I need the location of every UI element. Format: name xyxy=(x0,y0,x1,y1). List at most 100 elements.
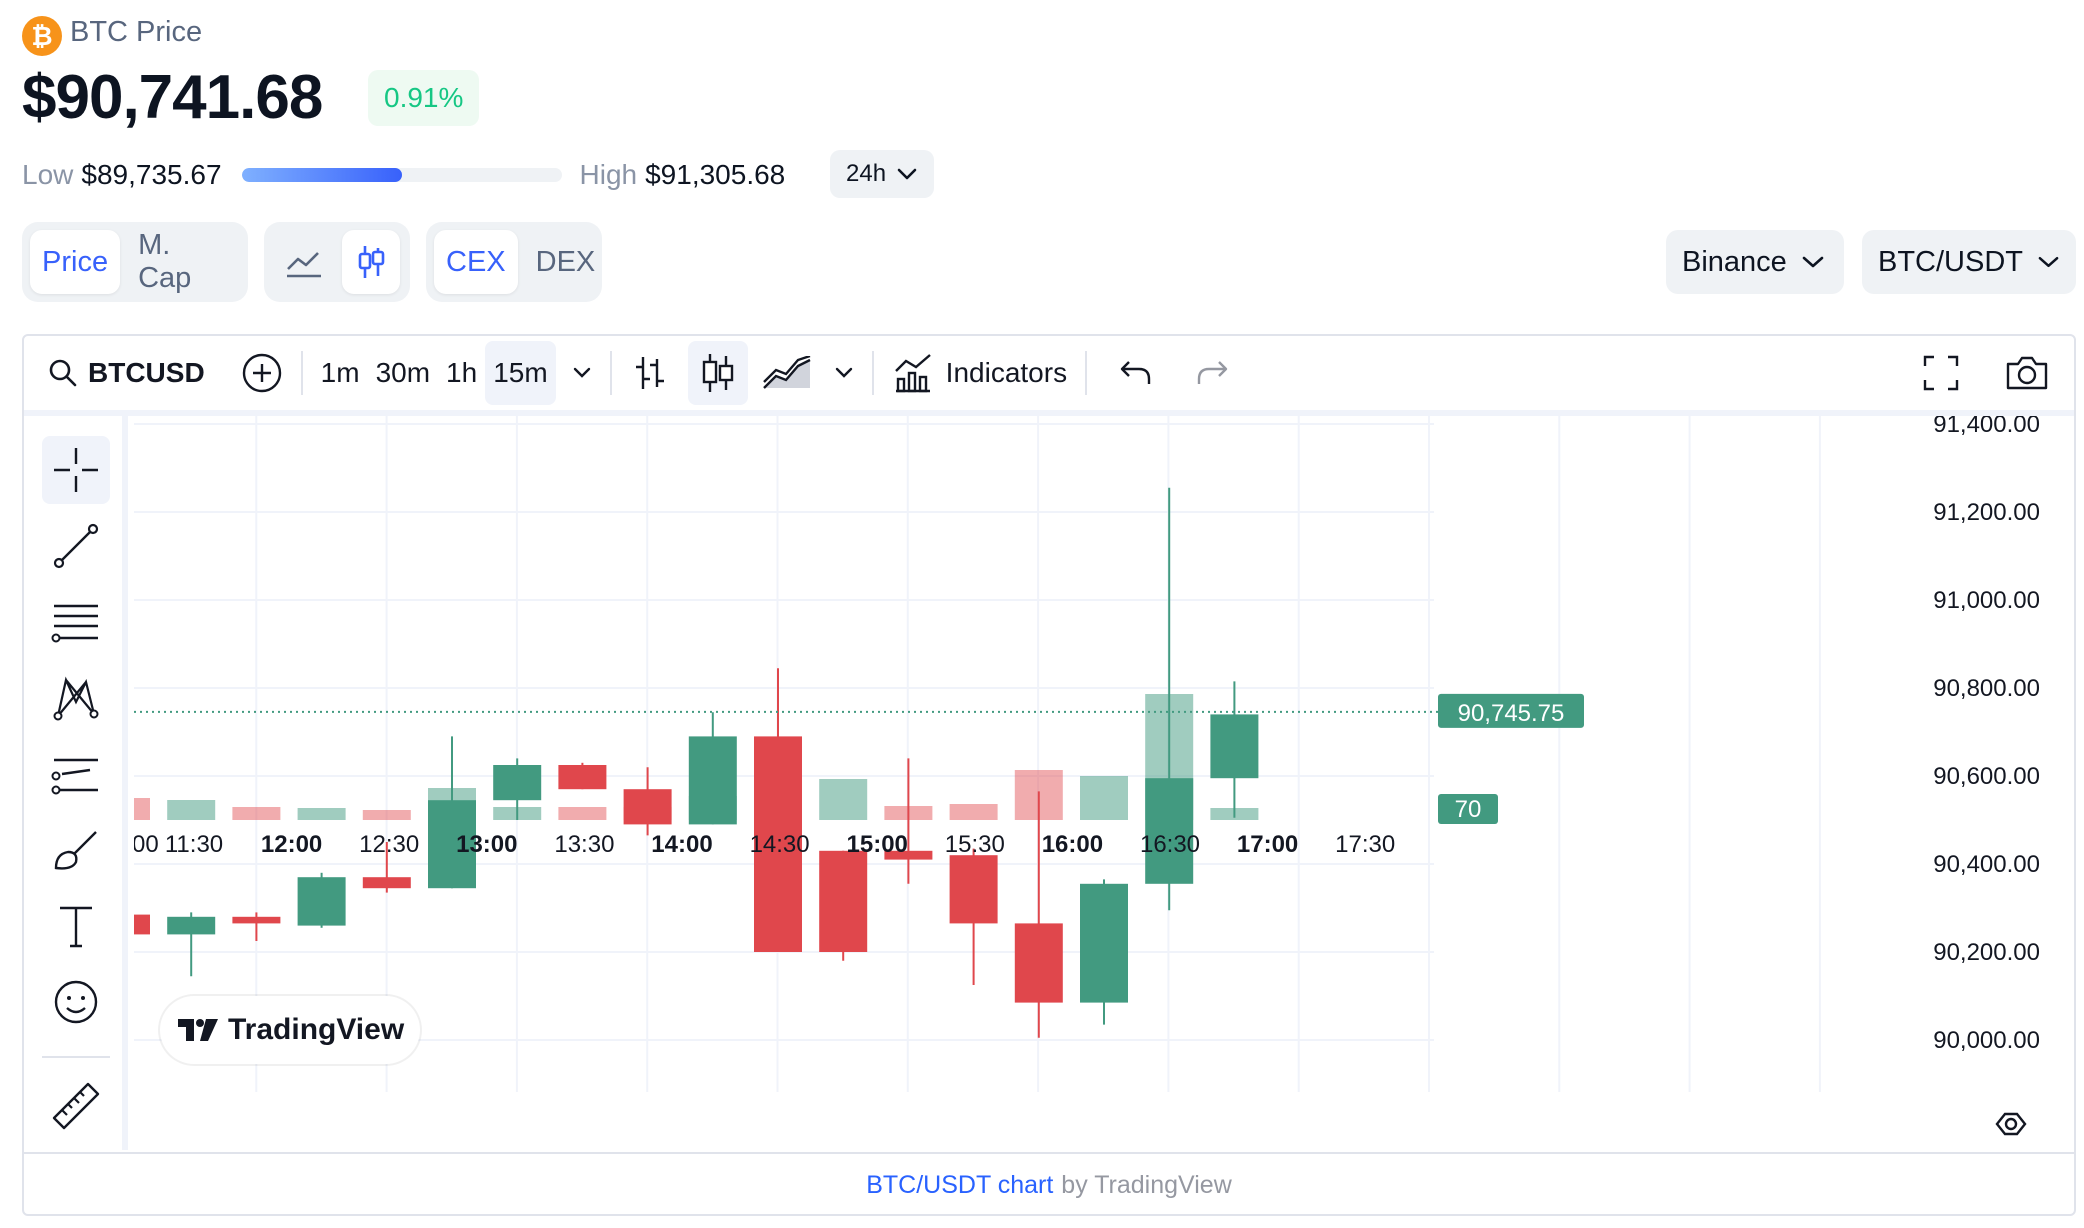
fullscreen-button[interactable] xyxy=(1914,341,1968,405)
indicators-icon xyxy=(894,354,931,393)
candlestick-icon xyxy=(358,246,385,278)
period-dropdown[interactable]: 24h xyxy=(830,150,935,198)
interval-30m[interactable]: 30m xyxy=(375,357,431,388)
volume-label: 70 xyxy=(1455,796,1482,823)
current-price: $90,741.68 xyxy=(22,63,323,132)
toolbar-divider xyxy=(1085,351,1088,395)
y-tick-label: 91,200.00 xyxy=(1933,499,2040,526)
brush-icon xyxy=(54,831,97,870)
interval-dropdown[interactable] xyxy=(564,341,600,405)
y-tick-label: 90,200.00 xyxy=(1933,939,2040,966)
tab-price[interactable]: Price xyxy=(30,230,121,294)
settings-icon[interactable] xyxy=(1995,1112,2027,1136)
trend-line-tool[interactable] xyxy=(42,512,110,580)
text-tool[interactable] xyxy=(42,892,110,960)
tradingview-logo-icon xyxy=(178,1019,218,1041)
candle-body xyxy=(688,736,737,825)
high-label: High xyxy=(579,159,638,190)
candle-body xyxy=(167,916,216,935)
x-tick-label: 12:30 xyxy=(359,831,419,858)
cex-dex-toggle: CEX DEX xyxy=(426,222,602,302)
pair-dropdown[interactable]: BTC/USDT xyxy=(1862,230,2076,294)
candles-icon xyxy=(702,354,733,392)
interval-1h[interactable]: 1h xyxy=(446,357,478,388)
candle-body xyxy=(884,850,933,860)
y-tick-label: 90,600.00 xyxy=(1933,763,2040,790)
exchange-dropdown[interactable]: Binance xyxy=(1666,230,1844,294)
crosshair-tool[interactable] xyxy=(42,436,110,504)
crosshair-icon xyxy=(54,448,98,492)
y-tick-label: 91,400.00 xyxy=(1933,416,2040,438)
watermark-label: TradingView xyxy=(228,1013,405,1046)
symbol-search[interactable]: BTCUSD xyxy=(40,341,213,405)
y-tick-label: 90,400.00 xyxy=(1933,851,2040,878)
toolbar-divider xyxy=(871,351,874,395)
candle-body xyxy=(1145,778,1194,884)
toolbar-divider xyxy=(300,351,303,395)
redo-button[interactable] xyxy=(1187,341,1237,405)
x-tick-label: 14:00 xyxy=(651,831,712,858)
trend-line-icon xyxy=(53,523,99,569)
candle-body xyxy=(428,800,476,889)
tools-divider xyxy=(42,1056,110,1058)
ohlc-bars-icon xyxy=(635,357,664,389)
candle-body xyxy=(493,765,542,801)
volume-bar xyxy=(134,798,150,820)
indicators-button[interactable]: Indicators xyxy=(884,341,1075,405)
x-tick-label: 13:30 xyxy=(554,831,614,858)
indicators-label: Indicators xyxy=(945,357,1068,388)
chart-link[interactable]: BTC/USDT chart xyxy=(866,1170,1054,1199)
candle-body xyxy=(362,877,411,889)
drawing-toolbar xyxy=(24,416,128,1150)
tradingview-watermark[interactable]: TradingView xyxy=(160,996,421,1064)
pattern-tool[interactable] xyxy=(42,664,110,732)
emoji-tool[interactable] xyxy=(42,968,110,1036)
tab-market-cap[interactable]: M. Cap xyxy=(138,229,192,294)
high-value: $91,305.68 xyxy=(645,159,786,190)
compare-symbol-button[interactable] xyxy=(233,341,291,405)
candle-body xyxy=(623,789,672,825)
forecast-icon xyxy=(51,758,98,795)
candlestick-chart-button[interactable] xyxy=(342,230,400,294)
tab-dex[interactable]: DEX xyxy=(535,245,596,278)
x-tick-label: 17:00 xyxy=(1237,831,1298,858)
interval-1m[interactable]: 1m xyxy=(320,357,360,388)
candle-body xyxy=(1014,923,1063,1003)
y-tick-label: 90,000.00 xyxy=(1933,1027,2040,1054)
forecasting-tool[interactable] xyxy=(42,740,110,808)
x-tick-label: 11:30 xyxy=(165,831,223,858)
chevron-down-icon xyxy=(835,367,852,378)
tab-cex[interactable]: CEX xyxy=(434,230,518,294)
search-icon xyxy=(49,359,77,387)
tradingview-widget xyxy=(22,334,2076,1216)
candle-body xyxy=(1210,714,1259,779)
chart-type-dropdown[interactable] xyxy=(826,341,862,405)
candle-body xyxy=(134,914,150,935)
snapshot-button[interactable] xyxy=(1996,341,2058,405)
x-tick-label: 16:00 xyxy=(1042,831,1103,858)
volume-bar xyxy=(558,807,607,820)
undo-icon xyxy=(1120,361,1151,384)
price-chart[interactable]: 90,745.75 70 91,400.00 91,200.00 91,000.00 9… xyxy=(134,416,2074,1152)
horizontal-lines-icon xyxy=(51,604,98,643)
bar-chart-type-button[interactable] xyxy=(622,341,678,405)
volume-badge xyxy=(1438,794,1498,824)
line-chart-button[interactable] xyxy=(272,230,336,294)
fib-retracement-tool[interactable] xyxy=(42,588,110,656)
area-chart-type-button[interactable] xyxy=(754,341,820,405)
measure-tool[interactable] xyxy=(42,1072,110,1140)
candle-body xyxy=(949,855,998,924)
line-chart-icon xyxy=(287,252,321,278)
x-tick-label: 14:30 xyxy=(750,831,810,858)
chevron-down-icon xyxy=(1802,256,1824,268)
ruler-icon xyxy=(52,1082,100,1130)
candles-chart-type-button[interactable] xyxy=(687,341,748,405)
price-mcap-toggle: Price M. Cap xyxy=(22,222,248,302)
brush-tool[interactable] xyxy=(42,816,110,884)
y-tick-label: 90,800.00 xyxy=(1933,675,2040,702)
undo-button[interactable] xyxy=(1111,341,1161,405)
interval-15m[interactable]: 15m xyxy=(485,341,556,405)
area-chart-icon xyxy=(762,356,811,389)
x-tick-label: 16:30 xyxy=(1140,831,1200,858)
fullscreen-icon xyxy=(1923,355,1959,391)
